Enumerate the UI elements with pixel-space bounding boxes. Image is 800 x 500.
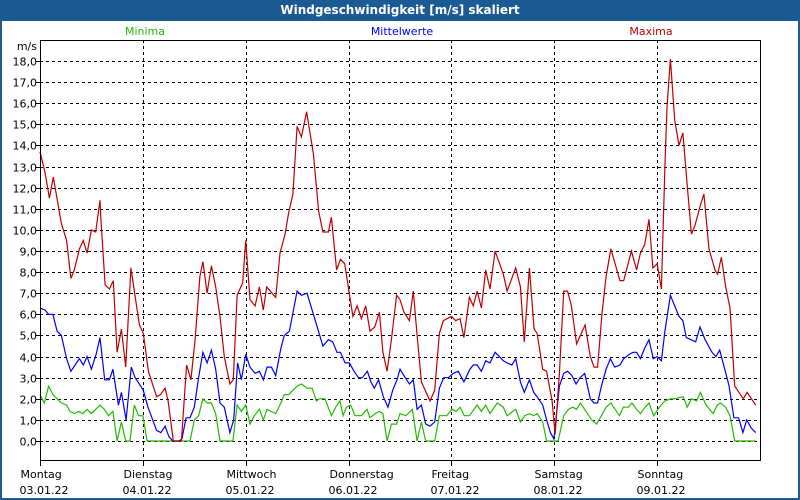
- y-tick-label: 7,0: [20, 288, 38, 301]
- legend-mittelwerte: Mittelwerte: [371, 25, 434, 38]
- series-line-maxima: [39, 58, 757, 442]
- y-tick-label: 13,0: [13, 162, 38, 175]
- day-name-label: Samstag: [535, 468, 583, 481]
- y-tick-label: 4,0: [20, 352, 38, 365]
- day-date-label: 07.01.22: [431, 484, 480, 497]
- day-date-label: 08.01.22: [534, 484, 583, 497]
- window-title: Windgeschwindigkeit [m/s] skaliert: [0, 0, 800, 21]
- y-tick-label: 2,0: [20, 394, 38, 407]
- y-tick-label: 1,0: [20, 415, 38, 428]
- day-date-label: 06.01.22: [329, 484, 378, 497]
- y-tick-label: 6,0: [20, 309, 38, 322]
- day-name-label: Mittwoch: [227, 468, 277, 481]
- y-tick-label: 16,0: [13, 98, 38, 111]
- day-date-label: 03.01.22: [20, 484, 69, 497]
- day-date-label: 04.01.22: [123, 484, 172, 497]
- y-tick-label: 18,0: [13, 56, 38, 69]
- y-tick-label: 5,0: [20, 330, 38, 343]
- legend-minima: Minima: [125, 25, 165, 38]
- axis-labels: 0,0 1,0 2,0 3,0 4,0 5,0 6,0 7,0 8,0 9,0 10,0 11,0 12…: [13, 56, 686, 498]
- y-tick-label: 17,0: [13, 77, 38, 90]
- y-tick-label: 14,0: [13, 140, 38, 153]
- y-tick-label: 8,0: [20, 267, 38, 280]
- y-axis-unit: m/s: [17, 40, 37, 53]
- legend-maxima: Maxima: [629, 25, 672, 38]
- series-lines: [39, 58, 757, 442]
- series-line-minima: [39, 383, 756, 442]
- y-tick-label: 12,0: [13, 183, 38, 196]
- y-tick-label: 11,0: [13, 204, 38, 217]
- day-name-label: Montag: [21, 468, 62, 481]
- day-name-label: Dienstag: [124, 468, 173, 481]
- grid: [36, 40, 760, 466]
- day-name-label: Donnerstag: [330, 468, 394, 481]
- series-line-mittelwerte: [39, 289, 757, 442]
- plot-frame: [40, 40, 761, 461]
- day-date-label: 05.01.22: [226, 484, 275, 497]
- y-tick-label: 0,0: [20, 436, 38, 449]
- y-tick-label: 3,0: [20, 373, 38, 386]
- y-tick-label: 15,0: [13, 119, 38, 132]
- y-tick-label: 9,0: [20, 246, 38, 259]
- y-tick-label: 10,0: [13, 225, 38, 238]
- day-name-label: Sonntag: [638, 468, 684, 481]
- day-name-label: Freitag: [432, 468, 470, 481]
- day-date-label: 09.01.22: [637, 484, 686, 497]
